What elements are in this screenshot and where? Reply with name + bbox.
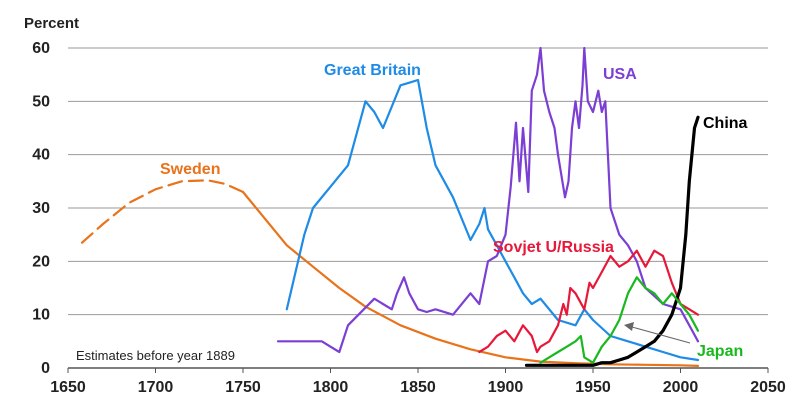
series-lines (80, 46, 700, 367)
y-tick-label: 40 (32, 147, 50, 164)
series-label-usa: USA (603, 66, 637, 83)
y-tick-label: 50 (32, 93, 50, 110)
series-line-japan (539, 276, 700, 364)
series-line-sweden (80, 179, 245, 244)
series-line-great-britain (285, 78, 700, 362)
x-tick-label: 1900 (488, 379, 524, 396)
series-label-great-britain: Great Britain (324, 62, 421, 79)
series-label-sovjet-u-russia: Sovjet U/Russia (493, 239, 614, 256)
y-tick-label: 10 (32, 307, 50, 324)
y-tick-label: 60 (32, 40, 50, 57)
annotations: Estimates before year 1889 (76, 322, 691, 363)
japan-arrow-head (624, 322, 634, 331)
y-axis-label: Percent (24, 15, 79, 32)
series-line-usa (276, 46, 700, 354)
x-tick-label: 1700 (138, 379, 174, 396)
x-tick-label: 1650 (50, 379, 86, 396)
japan-arrow-line (631, 326, 691, 344)
series-line-sweden (241, 190, 700, 367)
grid-lines (68, 47, 768, 369)
series-label-sweden: Sweden (160, 161, 220, 178)
axes: 0 10 20 30 40 50 60 1650 1700 1750 1800 1850 1900 195… (24, 15, 786, 396)
x-tick-label: 1950 (575, 379, 611, 396)
series-label-china: China (703, 115, 748, 132)
series-line-sovjet-u-russia (478, 249, 700, 354)
series-line-china (524, 115, 700, 367)
x-tick-label: 1850 (400, 379, 436, 396)
series-labels: Sweden Great Britain USA Sovjet U/Russia Chi… (160, 62, 748, 360)
x-tick-label: 1800 (313, 379, 349, 396)
x-tick-label: 1750 (225, 379, 261, 396)
series-label-japan: Japan (697, 343, 743, 360)
estimates-note: Estimates before year 1889 (76, 348, 235, 363)
y-tick-label: 30 (32, 200, 50, 217)
x-tick-label: 2000 (663, 379, 699, 396)
x-tick-label: 2050 (750, 379, 786, 396)
y-tick-label: 0 (41, 360, 50, 377)
y-tick-label: 20 (32, 253, 50, 270)
